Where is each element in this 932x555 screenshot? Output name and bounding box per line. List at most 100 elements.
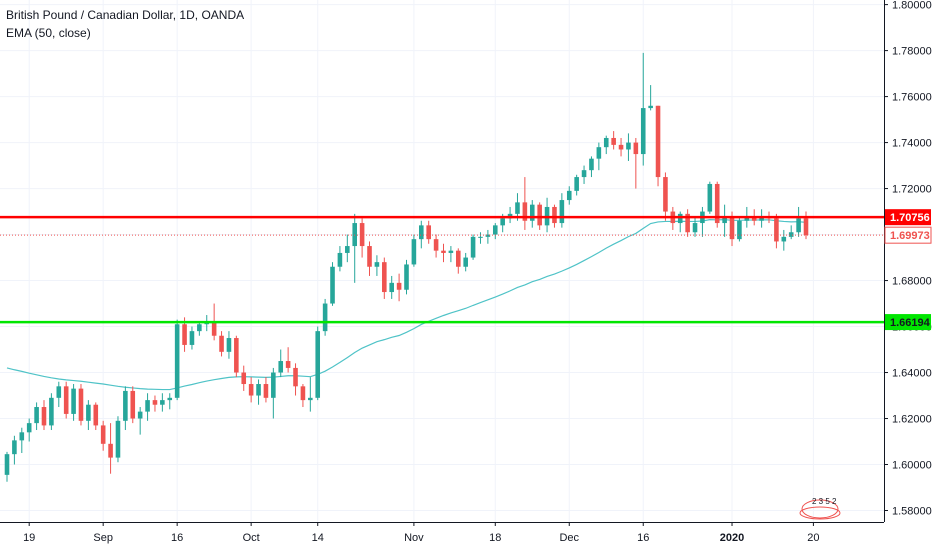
candle-body: [219, 335, 224, 352]
candle: [433, 234, 439, 258]
candle-body: [611, 137, 616, 145]
price-badge-label: 1.66194: [890, 317, 931, 329]
candle: [603, 135, 609, 155]
y-tick-label: 1.62000: [892, 414, 932, 426]
candle-body: [515, 202, 520, 214]
candle-body: [781, 236, 787, 242]
y-tick-label: 1.64000: [892, 368, 932, 380]
price-badge-label: 1.70756: [890, 212, 930, 224]
candle: [663, 172, 668, 221]
candle-body: [256, 384, 261, 396]
candle-body: [49, 397, 54, 426]
candle: [285, 347, 291, 373]
candle-body: [803, 218, 809, 236]
candle-body: [226, 338, 232, 352]
candle-body: [537, 204, 542, 226]
candle-body: [744, 216, 750, 221]
candle: [463, 252, 468, 272]
candle: [685, 209, 690, 237]
candle-body: [278, 361, 284, 373]
candle: [256, 379, 261, 405]
candle-body: [330, 266, 335, 304]
candle: [470, 234, 476, 260]
price-badge: [884, 226, 932, 244]
candle-body: [788, 232, 794, 237]
candle-body: [300, 386, 306, 401]
candle: [41, 400, 47, 431]
candle-body: [581, 170, 587, 178]
candle: [293, 363, 298, 396]
candle-body: [322, 303, 328, 332]
candle: [640, 52, 646, 166]
y-tick-label: 1.72000: [892, 184, 932, 196]
candle-body: [71, 388, 76, 414]
candle-body: [108, 443, 113, 458]
candle-body: [19, 432, 25, 441]
candle: [707, 181, 713, 214]
candle: [396, 273, 402, 302]
x-tick-label: 18: [489, 532, 501, 544]
candle: [581, 165, 587, 184]
candle: [374, 255, 380, 276]
candle: [759, 209, 764, 228]
candle-body: [352, 223, 358, 247]
candle-body: [722, 216, 727, 224]
candle: [123, 386, 128, 431]
candle-body: [559, 200, 565, 224]
candle: [145, 393, 150, 421]
candle: [4, 451, 10, 482]
candle: [152, 395, 158, 412]
y-tick-label: 1.76000: [892, 92, 932, 104]
candle: [12, 435, 17, 465]
candle: [382, 257, 387, 299]
candle-body: [796, 218, 801, 233]
candle-body: [478, 236, 483, 238]
candle: [389, 275, 394, 299]
candle-body: [419, 225, 424, 240]
candle: [71, 384, 76, 421]
candle-body: [618, 144, 624, 150]
candle: [49, 393, 54, 431]
candle-body: [455, 250, 461, 267]
candle-body: [86, 404, 91, 421]
candle-body: [4, 454, 10, 475]
candle: [455, 248, 461, 274]
candle-body: [145, 400, 150, 412]
candle-body: [271, 372, 276, 398]
candle: [86, 400, 91, 431]
candle: [411, 234, 417, 267]
candle: [93, 402, 99, 431]
candle-body: [759, 216, 764, 221]
candle-body: [174, 324, 180, 398]
candle: [78, 384, 84, 426]
candle-body: [123, 390, 128, 421]
candle-body: [130, 390, 136, 419]
candle-body: [63, 386, 69, 414]
candle-body: [359, 223, 365, 247]
candle: [234, 335, 239, 378]
candle-body: [315, 331, 321, 398]
candle-body: [714, 183, 720, 224]
indicator-legend[interactable]: EMA (50, close): [6, 26, 91, 40]
candle-body: [485, 234, 491, 237]
candle: [174, 319, 180, 401]
candle: [566, 186, 572, 205]
candle: [559, 193, 565, 228]
candle-body: [337, 252, 343, 267]
y-tick-label: 1.78000: [892, 46, 932, 58]
candle-body: [26, 423, 32, 433]
candle-body: [685, 213, 690, 233]
x-tick-label: 2020: [720, 532, 744, 544]
candle-body: [677, 213, 683, 224]
watermark-logo: 2 3 5 2: [799, 497, 841, 520]
candle-body: [663, 177, 668, 212]
candle-body: [197, 324, 202, 332]
candle: [618, 137, 624, 157]
x-tick-label: 16: [171, 532, 183, 544]
chart-title: British Pound / Canadian Dollar, 1D, OAN…: [6, 8, 245, 22]
candle-body: [211, 321, 217, 336]
candle: [367, 241, 372, 276]
